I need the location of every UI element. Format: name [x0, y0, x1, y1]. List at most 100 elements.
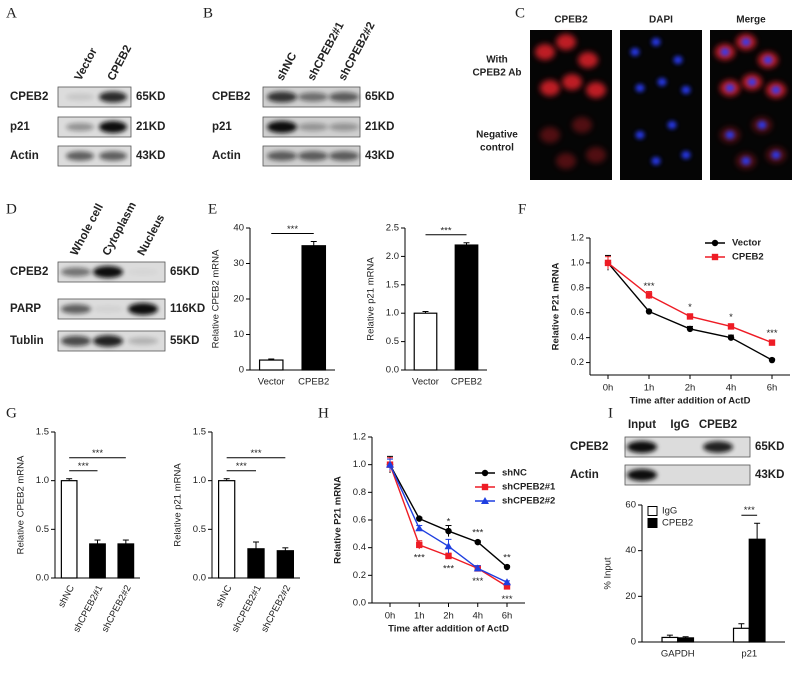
y-tick-label: 0.2 [353, 570, 366, 581]
bar [677, 637, 695, 643]
blot-band [99, 91, 127, 103]
nucleus-stain [771, 86, 781, 94]
bar [413, 312, 438, 371]
x-tick-label: p21 [741, 649, 757, 660]
y-axis-label: Relative CPEB2 mRNA [16, 455, 27, 554]
bar [247, 548, 265, 579]
column-header: DAPI [649, 15, 673, 26]
point [711, 239, 719, 247]
y-tick-label: 1.2 [571, 233, 584, 244]
protein-label: Tublin [10, 335, 44, 347]
x-tick-label: shCPEB2#2 [259, 583, 293, 634]
size-label: 65KD [170, 266, 199, 278]
y-tick-label: 20 [625, 591, 636, 602]
bar [732, 627, 750, 643]
x-axis-label: Time after addition of ActD [388, 624, 509, 635]
point [445, 552, 452, 560]
point [503, 578, 511, 586]
nucleus-stain [720, 48, 730, 56]
blot-band [61, 267, 91, 277]
point [768, 356, 776, 364]
panel-letter: D [6, 201, 17, 217]
bar [117, 543, 135, 579]
protein-label: CPEB2 [212, 91, 250, 103]
cell-stain [562, 74, 582, 90]
x-tick-label: shNC [56, 583, 77, 609]
lane-label: IgG [670, 419, 689, 431]
point [416, 515, 423, 522]
significance-label: * [729, 312, 733, 323]
bar [748, 538, 766, 643]
blot-band [99, 151, 127, 161]
x-tick-label: 4h [472, 611, 483, 622]
blot-band [128, 269, 158, 275]
y-tick-label: 20 [233, 294, 244, 305]
cell-stain [578, 52, 598, 68]
y-tick-label: 0.5 [193, 524, 206, 535]
panel-letter: G [6, 405, 17, 421]
y-tick-label: 2.5 [386, 223, 399, 234]
size-label: 65KD [365, 91, 394, 103]
protein-label: PARP [10, 303, 41, 315]
nucleus-stain [635, 84, 645, 92]
cell-stain [540, 127, 560, 143]
blot-band [329, 151, 359, 161]
y-tick-label: 0.0 [386, 365, 399, 376]
blot-band [93, 305, 123, 313]
legend-label: CPEB2 [732, 252, 764, 263]
bar [276, 550, 294, 579]
x-tick-label: 6h [502, 611, 513, 622]
y-tick-label: 0.4 [571, 332, 584, 343]
significance-label: *** [472, 528, 483, 539]
nucleus-stain [741, 157, 751, 165]
y-tick-label: 2.0 [386, 251, 399, 262]
protein-label: Actin [212, 150, 241, 162]
blot-band [66, 151, 94, 161]
column-header: CPEB2 [554, 15, 588, 26]
size-label: 21KD [136, 121, 165, 133]
blot-band [61, 304, 91, 314]
point [474, 538, 481, 546]
y-tick-label: 0.2 [571, 357, 584, 368]
y-tick-label: 0.6 [571, 307, 584, 318]
nucleus-stain [681, 86, 691, 94]
blot-band [61, 335, 91, 347]
significance-label: *** [643, 281, 654, 292]
x-tick-label: 6h [767, 383, 778, 394]
y-axis-label: Relative P21 mRNA [551, 263, 562, 351]
blot-band [66, 122, 94, 132]
micrograph [710, 105, 792, 180]
legend-swatch [647, 518, 658, 528]
size-label: 116KD [170, 303, 205, 315]
nucleus-stain [757, 121, 767, 129]
y-tick-label: 0.0 [193, 573, 206, 584]
x-tick-label: shNC [214, 583, 235, 609]
point [604, 259, 612, 267]
point [686, 325, 694, 333]
micrograph [620, 105, 702, 180]
blot-band [298, 92, 328, 102]
nucleus-stain [747, 78, 757, 86]
point [444, 542, 453, 550]
micrograph [530, 105, 612, 180]
point [768, 339, 776, 346]
panel-letter: F [518, 201, 526, 217]
lane-label: Input [628, 419, 656, 431]
y-tick-label: 0 [239, 365, 244, 376]
y-axis-label: Relative p21 mRNA [366, 257, 377, 341]
protein-label: p21 [10, 121, 30, 133]
x-axis-label: Time after addition of ActD [630, 396, 751, 407]
y-tick-label: 60 [625, 500, 636, 511]
significance-label: *** [92, 448, 103, 459]
y-tick-label: 0.6 [353, 515, 366, 526]
blot-band [627, 441, 657, 453]
bar [661, 636, 679, 643]
blot-band [66, 93, 94, 101]
significance-label: *** [443, 563, 454, 574]
y-tick-label: 1.0 [386, 308, 399, 319]
nucleus-stain [635, 131, 645, 139]
y-tick-label: 1.2 [353, 432, 366, 443]
lane-label: CPEB2 [106, 43, 135, 83]
point [481, 469, 489, 477]
point [415, 524, 424, 532]
